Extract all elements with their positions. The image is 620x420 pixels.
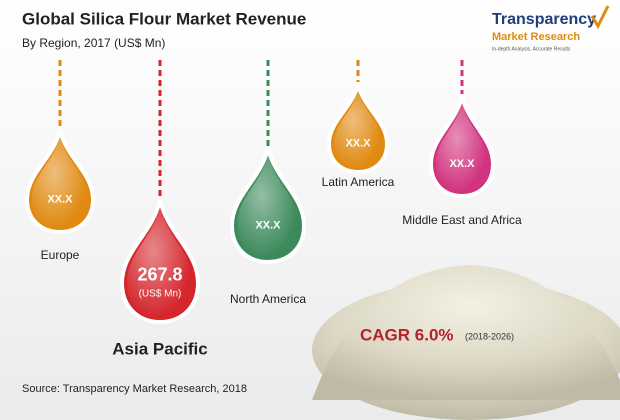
drop-value: XX.X [255, 219, 281, 231]
powder-top [312, 265, 620, 400]
logo-name2: Market Research [492, 31, 580, 43]
drop-shine [334, 90, 382, 168]
drop-shine [127, 206, 193, 318]
cagr: CAGR 6.0% [360, 325, 454, 344]
drop-shine [32, 136, 88, 228]
source: Source: Transparency Market Research, 20… [22, 383, 247, 395]
region-label: Europe [41, 248, 80, 262]
logo-check [590, 5, 610, 30]
subtitle: By Region, 2017 (US$ Mn) [22, 36, 165, 50]
title: Global Silica Flour Market Revenue [22, 9, 306, 28]
drop-value: XX.X [345, 138, 371, 150]
logo: Transparency Market Research In-depth An… [492, 5, 610, 52]
drop-shine [436, 102, 488, 192]
cagr-period: (2018-2026) [465, 331, 514, 341]
drop-value: XX.X [449, 158, 475, 170]
drops: XX.X Europe 267.8 (US$ Mn) Asia Pacific XX.X N… [24, 60, 522, 358]
region-label: Asia Pacific [112, 339, 207, 358]
drop-value: 267.8 [137, 264, 182, 284]
logo-tagline: In-depth Analysis. Accurate Results [492, 46, 571, 52]
drop-value: XX.X [47, 193, 73, 205]
drop-unit: (US$ Mn) [139, 288, 182, 299]
region-label: North America [230, 292, 306, 306]
region-label: Middle East and Africa [402, 213, 522, 227]
region-label: Latin America [322, 175, 395, 189]
drop-shine [237, 154, 299, 258]
logo-name: Transparency [492, 11, 596, 28]
